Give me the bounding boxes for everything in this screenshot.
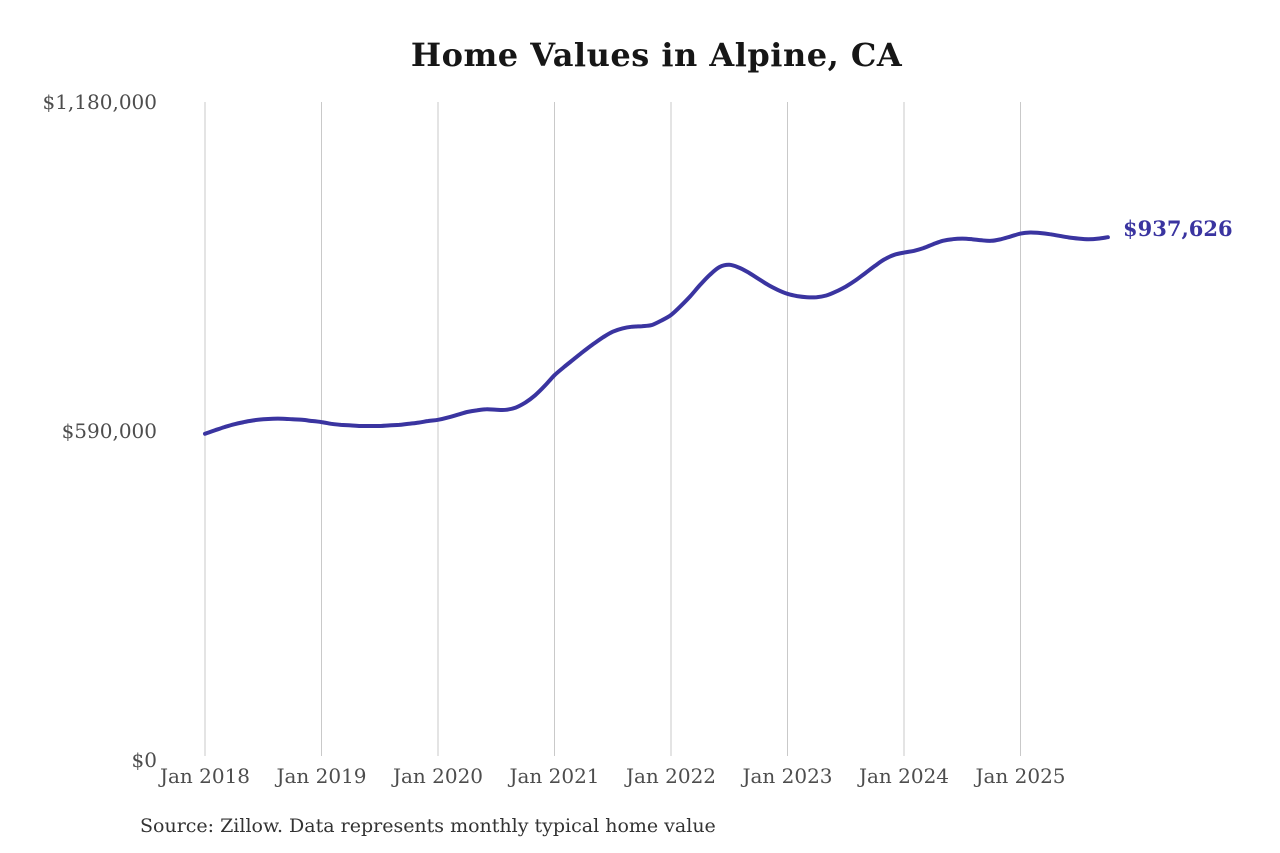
x-axis-label: Jan 2018	[159, 764, 251, 788]
x-axis-label: Jan 2025	[975, 764, 1066, 788]
source-note: Source: Zillow. Data represents monthly …	[140, 815, 716, 837]
vertical-gridlines	[204, 102, 1021, 756]
x-axis-label: Jan 2024	[858, 764, 950, 788]
latest-value-label: $937,626	[1123, 216, 1233, 241]
y-axis-label-mid: $590,000	[61, 419, 157, 443]
y-axis-label-max: $1,180,000	[42, 90, 157, 114]
x-axis-label: Jan 2022	[625, 764, 717, 788]
x-axis-label: Jan 2023	[742, 764, 833, 788]
x-axis-label: Jan 2019	[276, 764, 367, 788]
x-axis-label: Jan 2020	[392, 764, 484, 788]
chart-title: Home Values in Alpine, CA	[410, 36, 903, 74]
x-axis-label: Jan 2021	[509, 764, 600, 788]
home-value-line-series	[203, 230, 1110, 436]
y-axis-label-zero: $0	[131, 748, 157, 772]
